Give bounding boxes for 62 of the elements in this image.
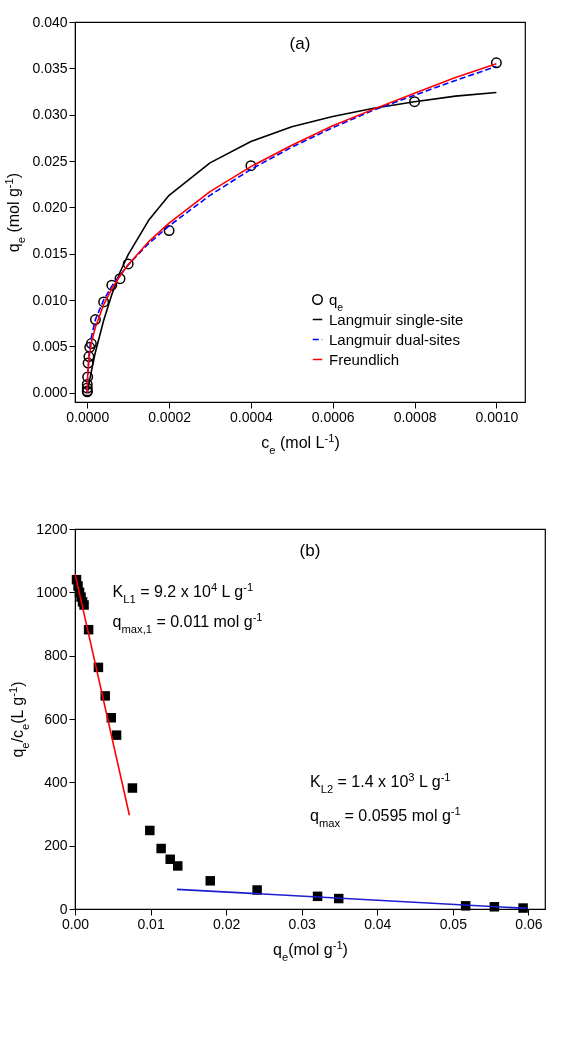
y-tick-label: 1200 (36, 520, 68, 537)
x-tick-label: 0.06 (515, 915, 543, 932)
point (89, 314, 101, 325)
x-tick-label: 0.0004 (230, 408, 274, 425)
point (145, 825, 155, 836)
text: (b) (299, 541, 321, 560)
point (82, 371, 94, 383)
point (127, 783, 138, 793)
annotation: K$_{L2}$ = 1.4 x 10$^{3}$ L g$^{-1}$ (310, 770, 451, 795)
point (122, 258, 134, 270)
y-tick-label: 400 (44, 773, 68, 790)
point (163, 225, 175, 237)
legend-label: q$_{e}$ (329, 290, 344, 313)
x-tick-label: 0.00 (61, 915, 90, 932)
x-tick-label: 0.02 (213, 915, 241, 932)
y-tick-label: 0.005 (32, 337, 68, 354)
x-tick-label: 0.0010 (475, 408, 519, 425)
y-tick-label: 200 (44, 837, 68, 854)
y-tick-label: 0.035 (32, 59, 68, 76)
point (82, 357, 94, 369)
point (98, 296, 110, 308)
annotation: K$_{L1}$ = 9.2 x 10$^{4}$ L g$^{-1}$ (112, 580, 254, 605)
legend-label: Freundlich (329, 350, 400, 368)
y-tick-label: 0.040 (32, 13, 68, 30)
point (409, 96, 421, 108)
x-tick-label: 0.01 (137, 915, 165, 932)
y-tick-label: 600 (44, 710, 68, 727)
point (156, 843, 166, 854)
point (245, 160, 257, 172)
x-tick-label: 0.0002 (148, 408, 192, 425)
y-tick-label: 0.030 (32, 106, 68, 123)
legend-label: Langmuir single-site (329, 310, 464, 328)
point (173, 861, 183, 871)
x-tick-label: 0.04 (364, 915, 392, 932)
y-tick-label: 0 (59, 900, 68, 917)
point (114, 273, 126, 285)
point (165, 854, 175, 865)
point (81, 382, 93, 394)
legend-label: Langmuir dual-sites (329, 330, 460, 348)
x-axis-title: q$_{e}$(mol g$^{-1}$) (273, 938, 348, 963)
point (490, 57, 502, 69)
y-tick-label: 1000 (36, 583, 68, 600)
x-tick-label: 0.0006 (311, 408, 355, 425)
point (81, 378, 93, 390)
y-tick-label: 0.015 (32, 245, 68, 262)
x-tick-label: 0.0000 (66, 408, 110, 425)
annotation: q$_{max,1}$ = 0.011 mol g$^{-1}$ (112, 611, 263, 636)
x-axis-title: c$_{e}$ (mol L$^{-1}$) (261, 431, 340, 456)
y-tick-label: 0.000 (32, 384, 68, 401)
y-tick-label: 0.020 (32, 198, 68, 215)
point (83, 351, 95, 363)
y-tick-label: 0.010 (32, 291, 68, 308)
x-tick-label: 0.0008 (393, 408, 437, 425)
point (111, 730, 122, 740)
text: (a) (289, 34, 311, 53)
y-tick-label: 0.025 (32, 152, 68, 169)
x-tick-label: 0.05 (439, 915, 468, 932)
annotation: q$_{max}$ = 0.0595 mol g$^{-1}$ (310, 804, 461, 829)
y-tick-label: 800 (44, 647, 68, 664)
x-tick-label: 0.03 (288, 915, 317, 932)
point (106, 279, 118, 291)
point (205, 876, 215, 886)
